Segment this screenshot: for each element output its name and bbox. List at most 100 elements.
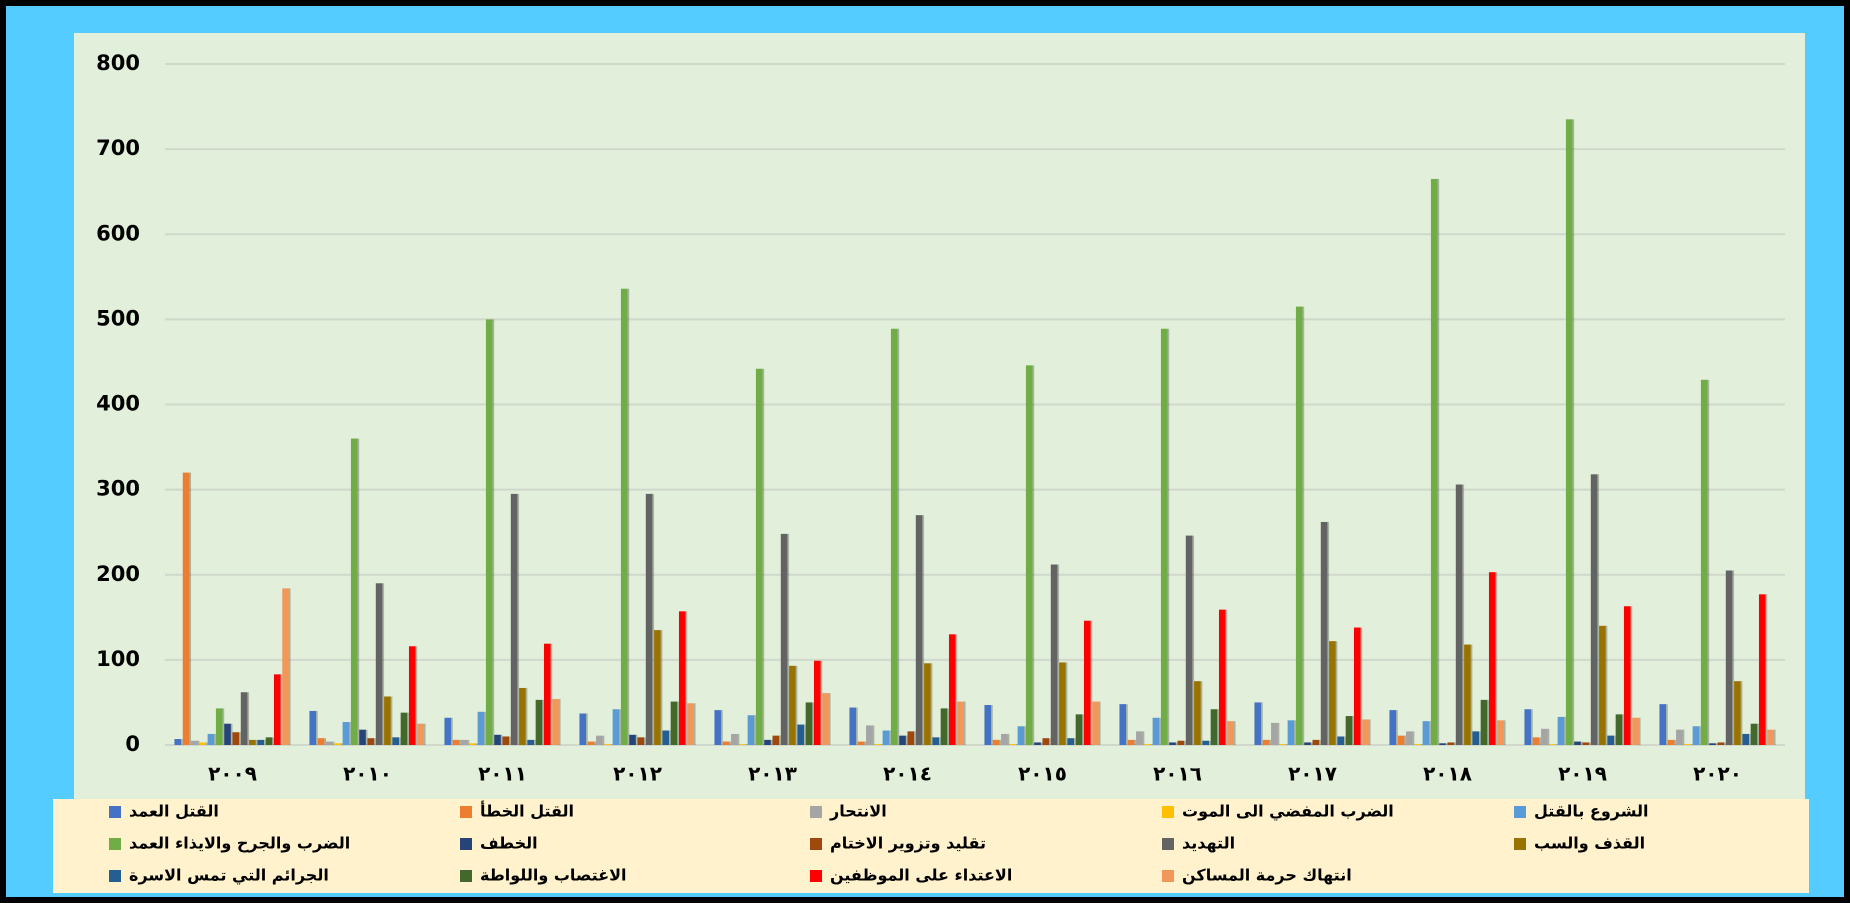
- bar: [1623, 606, 1631, 745]
- x-tick-label: ٢٠١٠: [343, 762, 392, 786]
- bar: [1042, 738, 1050, 745]
- bar-side: [1638, 717, 1641, 745]
- bar: [477, 711, 485, 745]
- y-tick-label: 200: [96, 562, 140, 586]
- bar: [948, 634, 956, 745]
- legend-label: الانتحار: [829, 802, 887, 821]
- bar: [629, 734, 636, 745]
- bar: [317, 738, 325, 745]
- bar: [1549, 744, 1556, 745]
- x-tick-label: ٢٠١٧: [1288, 762, 1337, 786]
- bar-side: [1749, 733, 1751, 745]
- bar: [400, 712, 408, 745]
- bar-side: [1319, 739, 1321, 745]
- bar-side: [1057, 564, 1060, 745]
- bar: [1067, 738, 1075, 745]
- bar-side: [1082, 714, 1084, 745]
- x-tick-label: ٢٠٠٩: [208, 762, 257, 786]
- bar-side: [390, 696, 393, 745]
- bar-side: [1015, 744, 1018, 745]
- bar-side: [1412, 731, 1415, 745]
- bar-side: [1192, 535, 1195, 745]
- legend-label: التهديد: [1182, 834, 1235, 853]
- bar-side: [1462, 484, 1465, 745]
- legend-label: الخطف: [480, 834, 538, 853]
- bar-side: [1167, 328, 1170, 745]
- bar: [485, 319, 493, 745]
- bar: [1758, 594, 1766, 745]
- bar-side: [340, 743, 343, 745]
- bar: [452, 739, 460, 745]
- bar: [907, 731, 915, 745]
- bar-side: [197, 740, 200, 745]
- bar: [1488, 572, 1496, 745]
- bar: [527, 739, 535, 745]
- bar-side: [820, 660, 823, 745]
- bar: [797, 724, 805, 745]
- bar-side: [1040, 742, 1043, 745]
- bar: [1337, 736, 1345, 745]
- bar: [1709, 743, 1716, 745]
- y-tick-label: 300: [96, 477, 140, 501]
- y-tick-label: 100: [96, 647, 140, 671]
- bar-side: [721, 710, 723, 745]
- bar: [1725, 570, 1733, 745]
- bar-side: [1547, 728, 1550, 745]
- bar-side: [349, 722, 351, 745]
- bar-side: [1622, 714, 1624, 745]
- legend-swatch: [1514, 806, 1526, 818]
- bar: [273, 674, 281, 745]
- bar-side: [247, 692, 250, 745]
- bar-side: [230, 723, 233, 745]
- bar-side: [729, 741, 732, 745]
- bar: [662, 730, 670, 745]
- bar-side: [399, 737, 401, 745]
- bar: [772, 735, 780, 745]
- legend-label: الاعتداء على الموظفين: [830, 866, 1012, 885]
- bar: [1329, 641, 1336, 745]
- bar-side: [517, 493, 520, 745]
- bar-side: [1495, 572, 1498, 745]
- bar: [1684, 744, 1691, 745]
- bar-side: [955, 634, 958, 745]
- bar-side: [181, 739, 183, 745]
- bar: [1059, 662, 1066, 745]
- bar: [866, 725, 873, 745]
- bar: [392, 737, 400, 745]
- bar: [1692, 726, 1700, 745]
- bar-side: [1294, 720, 1296, 745]
- bar-side: [1589, 742, 1591, 745]
- bar-side: [1487, 699, 1489, 745]
- bar: [224, 723, 231, 745]
- bar: [1271, 722, 1278, 745]
- bar: [596, 735, 603, 745]
- plot-area: [74, 33, 1805, 799]
- bar-side: [1352, 716, 1354, 745]
- bar: [1659, 704, 1667, 745]
- bar: [1700, 379, 1708, 745]
- bar-side: [214, 733, 216, 745]
- bar: [342, 722, 350, 745]
- bar: [1092, 701, 1099, 745]
- bar-side: [660, 630, 663, 745]
- bar-side: [1134, 739, 1137, 745]
- bar-side: [804, 724, 806, 745]
- y-tick-label: 800: [96, 51, 140, 75]
- bar: [1034, 742, 1041, 745]
- bar-side: [492, 319, 495, 745]
- bar: [899, 735, 906, 745]
- bar: [1185, 535, 1193, 745]
- bar: [543, 643, 551, 745]
- legend-swatch: [109, 838, 121, 850]
- bar: [232, 732, 240, 745]
- bar: [722, 741, 730, 745]
- bar: [604, 744, 611, 745]
- bar-side: [534, 739, 536, 745]
- bar-side: [754, 715, 756, 745]
- bar-side: [1429, 721, 1431, 745]
- bar: [1144, 744, 1151, 745]
- bar: [1262, 739, 1270, 745]
- bar-side: [1757, 723, 1759, 745]
- bar: [309, 710, 317, 745]
- bar-side: [288, 588, 291, 745]
